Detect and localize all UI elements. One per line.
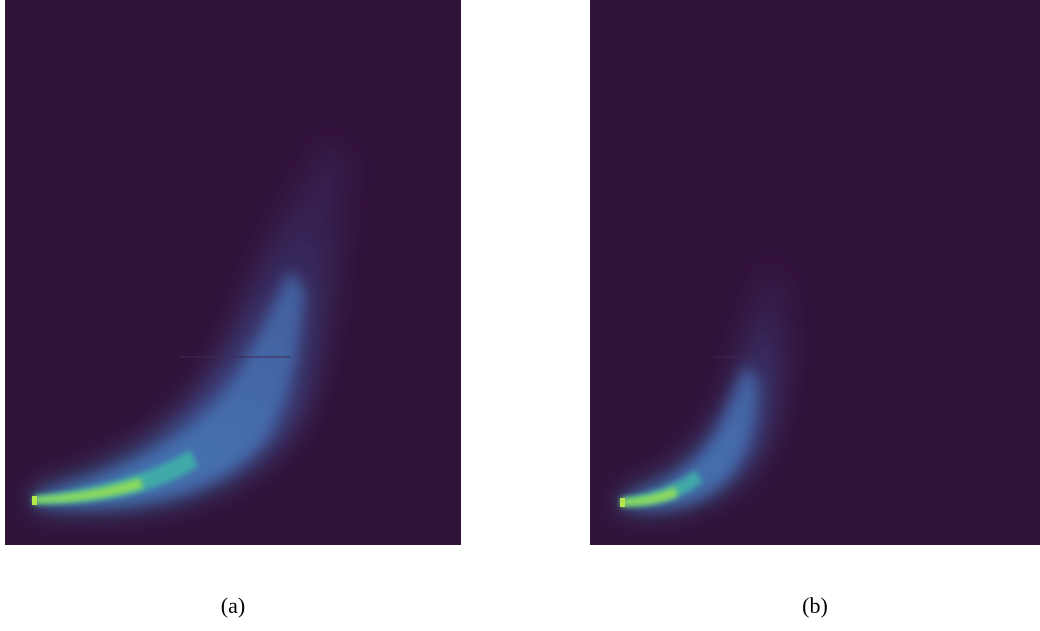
panel-background	[590, 0, 1040, 545]
nozzle	[620, 498, 625, 507]
figure: (a) (b)	[0, 0, 1040, 631]
caption: (b)	[802, 593, 828, 618]
nozzle	[32, 496, 37, 505]
caption: (a)	[221, 593, 245, 618]
panel-a	[5, 0, 461, 545]
panel-b	[590, 0, 1040, 545]
